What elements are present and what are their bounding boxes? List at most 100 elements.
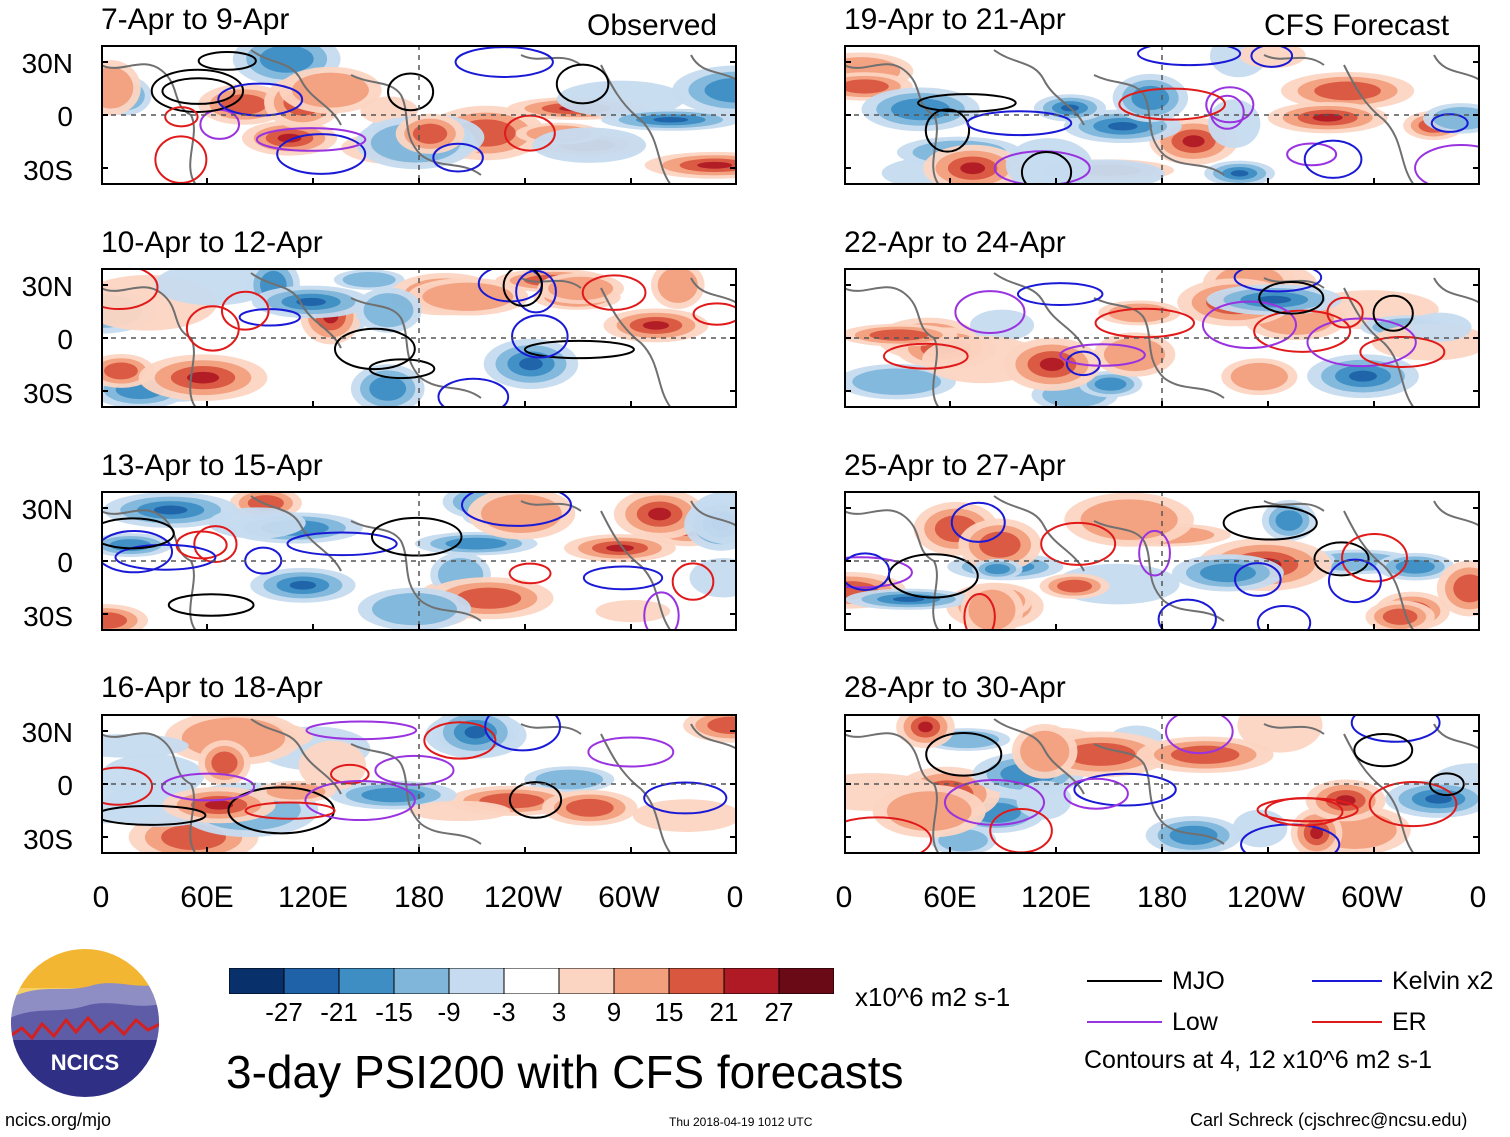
contour-line xyxy=(238,308,301,327)
map-panel xyxy=(101,268,737,408)
coastline xyxy=(350,520,482,622)
contour-line xyxy=(1073,772,1177,807)
negative-anomaly xyxy=(1408,312,1472,342)
lat-label: 0 xyxy=(57,770,73,801)
contour-line xyxy=(1059,343,1146,367)
contour-line xyxy=(917,93,1017,113)
positive-anomaly xyxy=(707,716,737,734)
contour-line xyxy=(244,801,336,820)
lon-label: 180 xyxy=(1136,881,1188,914)
contour-line xyxy=(1327,558,1382,604)
coastline xyxy=(250,272,342,349)
positive-anomaly xyxy=(1453,574,1480,603)
lon-label: 120E xyxy=(277,881,349,914)
positive-anomaly xyxy=(298,740,367,791)
contour-line xyxy=(1286,142,1338,167)
coastline xyxy=(1263,500,1325,512)
positive-anomaly xyxy=(1066,742,1136,766)
colorbar-label: -21 xyxy=(320,997,358,1027)
legend-line-low xyxy=(1087,1021,1162,1023)
coastline xyxy=(1263,723,1325,735)
negative-anomaly xyxy=(535,769,604,790)
contour-line xyxy=(950,501,1006,543)
lat-label: 30N xyxy=(21,271,73,302)
contour-line xyxy=(370,516,463,557)
positive-anomaly xyxy=(1310,826,1324,840)
lon-label: 0 xyxy=(835,881,853,914)
positive-anomaly xyxy=(1182,135,1205,148)
colorbar-swatch xyxy=(283,968,340,994)
contour-line xyxy=(508,562,552,585)
negative-anomaly xyxy=(704,77,737,103)
contour-line xyxy=(924,108,971,153)
lon-label: 0 xyxy=(92,881,110,914)
contour-line xyxy=(1157,598,1217,631)
contour-line xyxy=(217,82,304,117)
contour-line xyxy=(101,529,174,574)
negative-anomaly xyxy=(1230,170,1249,177)
contour-line xyxy=(954,290,1026,335)
contour-line xyxy=(164,106,199,128)
lon-label: 60W xyxy=(598,881,660,914)
colorbar-label: 21 xyxy=(709,997,739,1027)
contour-line xyxy=(943,779,1046,826)
contour-line xyxy=(423,721,497,760)
colorbar-label: 27 xyxy=(764,997,794,1027)
contour-line xyxy=(643,591,680,631)
contour-line xyxy=(193,525,238,564)
contour-line xyxy=(581,274,647,311)
contour-line xyxy=(1138,529,1171,577)
contour-line xyxy=(844,816,933,854)
colorbar-swatch xyxy=(558,968,615,994)
negative-anomaly xyxy=(532,127,647,163)
positive-anomaly xyxy=(456,587,522,609)
colorbar-swatch xyxy=(613,968,670,994)
positive-anomaly xyxy=(918,721,933,733)
legend-line-mjo xyxy=(1087,980,1162,982)
positive-anomaly xyxy=(648,507,672,521)
positive-anomaly xyxy=(595,600,671,623)
contour-line xyxy=(161,772,256,802)
contour-line xyxy=(1209,94,1245,130)
coastline xyxy=(600,510,672,631)
lat-label: 30N xyxy=(21,48,73,79)
contour-line xyxy=(484,714,562,752)
lon-label: 120W xyxy=(1226,881,1306,914)
contour-line xyxy=(503,114,556,152)
coastline xyxy=(1263,54,1325,66)
contour-line xyxy=(882,342,969,370)
contour-line xyxy=(387,72,435,112)
lon-label: 60W xyxy=(1341,881,1403,914)
coastline xyxy=(600,733,672,854)
coastline xyxy=(520,277,582,289)
contour-line xyxy=(1368,781,1458,828)
panel-title: 16-Apr to 18-Apr xyxy=(101,671,323,704)
colorbar-swatch xyxy=(448,968,505,994)
positive-anomaly xyxy=(1039,357,1065,372)
legend-line-er xyxy=(1312,1021,1382,1023)
contour-line xyxy=(1264,796,1344,827)
negative-anomaly xyxy=(369,376,407,401)
contour-line xyxy=(1430,113,1469,133)
colorbar xyxy=(229,968,834,994)
map-panel xyxy=(844,268,1480,408)
contour-line xyxy=(255,127,367,152)
map-panel xyxy=(101,45,737,185)
coastline xyxy=(844,732,940,854)
contour-line xyxy=(511,314,569,359)
colorbar-label: 15 xyxy=(654,997,684,1027)
coastline xyxy=(101,63,197,185)
contour-line xyxy=(523,339,635,360)
positive-anomaly xyxy=(697,161,733,169)
coastline xyxy=(1093,743,1225,845)
coastline xyxy=(1093,297,1225,399)
positive-anomaly xyxy=(291,72,369,108)
contour-line xyxy=(1136,45,1242,67)
panel-title: 7-Apr to 9-Apr xyxy=(101,3,290,36)
negative-anomaly xyxy=(1108,122,1138,131)
colorbar-swatch xyxy=(723,968,780,994)
coastline xyxy=(844,286,940,408)
contour-line xyxy=(692,302,737,326)
footer-url: ncics.org/mjo xyxy=(5,1110,112,1130)
negative-anomaly xyxy=(1169,825,1218,845)
